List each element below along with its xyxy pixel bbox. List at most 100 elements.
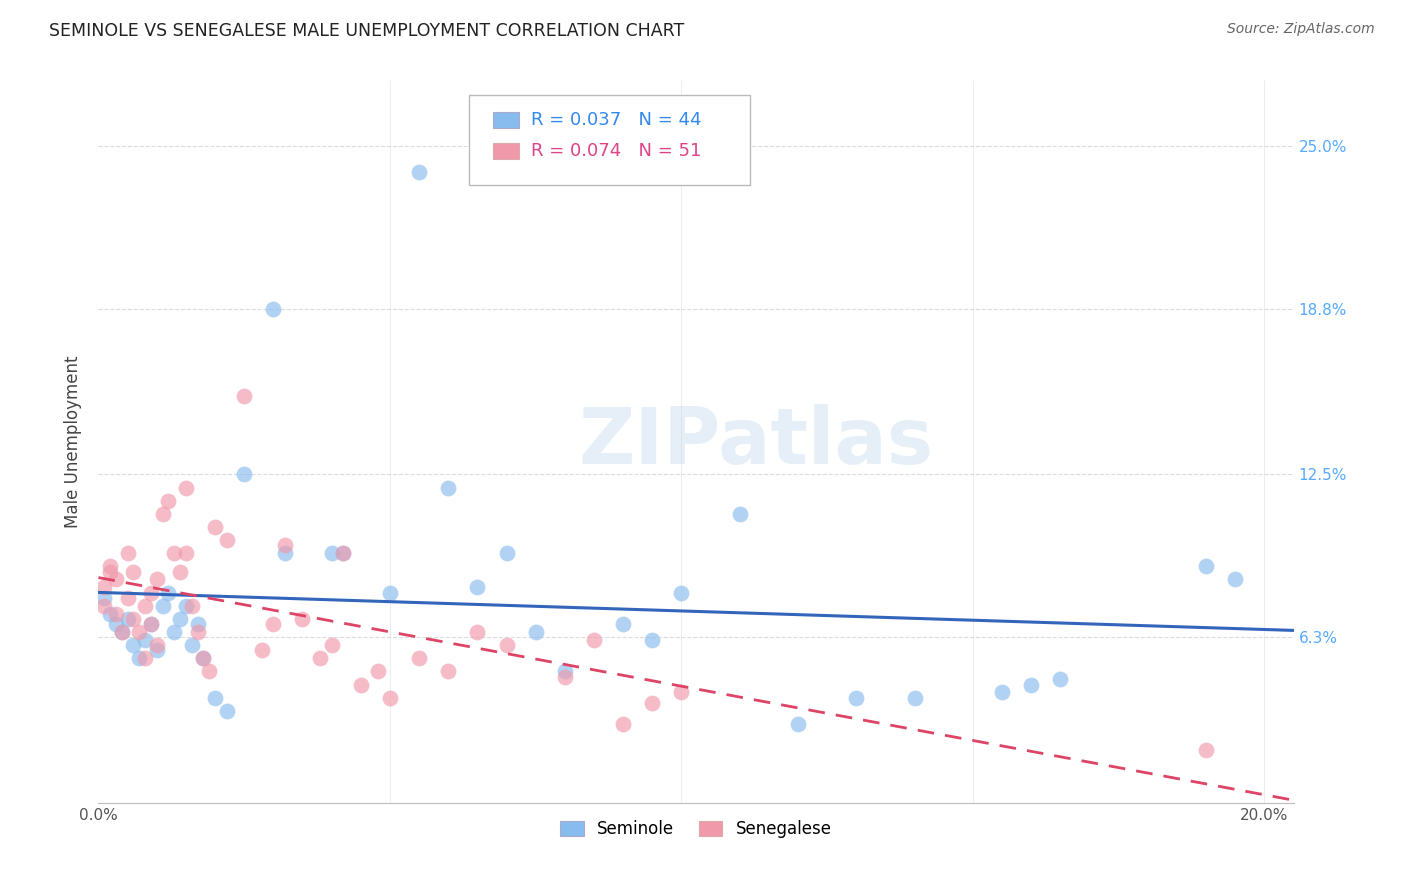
Point (641, 632, 664, 647)
Point (495, 638, 517, 652)
Point (612, 617, 634, 632)
Point (274, 546, 297, 560)
Point (204, 520, 226, 534)
Point (274, 538, 297, 552)
FancyBboxPatch shape (470, 95, 749, 185)
Point (93, 591, 115, 605)
FancyBboxPatch shape (494, 112, 519, 128)
Point (554, 665, 576, 679)
Point (467, 625, 489, 640)
Point (845, 690, 868, 705)
Point (367, 665, 389, 679)
Point (495, 546, 517, 560)
Y-axis label: Male Unemployment: Male Unemployment (65, 355, 83, 528)
Point (186, 625, 208, 640)
Point (139, 617, 162, 632)
Point (111, 625, 134, 640)
Point (157, 493, 180, 508)
Point (117, 546, 139, 560)
Point (612, 717, 634, 731)
Point (180, 638, 202, 652)
Point (134, 651, 156, 665)
Point (174, 599, 197, 613)
Point (641, 696, 664, 710)
Point (163, 625, 186, 640)
Point (671, 585, 693, 599)
Point (332, 546, 354, 560)
Point (139, 585, 162, 599)
Point (1049, 673, 1071, 687)
Point (215, 704, 238, 718)
Point (262, 617, 284, 632)
Text: R = 0.074   N = 51: R = 0.074 N = 51 (531, 142, 702, 160)
Point (104, 607, 127, 621)
Point (104, 573, 127, 587)
Point (332, 546, 354, 560)
Point (180, 599, 202, 613)
Point (98, 565, 121, 579)
Text: SEMINOLE VS SENEGALESE MALE UNEMPLOYMENT CORRELATION CHART: SEMINOLE VS SENEGALESE MALE UNEMPLOYMENT… (49, 22, 685, 40)
Point (152, 599, 174, 613)
Text: ZIPatlas: ZIPatlas (578, 403, 934, 480)
Point (350, 677, 373, 691)
Point (117, 612, 139, 626)
Point (437, 665, 460, 679)
Point (145, 638, 167, 652)
Point (408, 165, 430, 179)
Point (174, 481, 197, 495)
Point (467, 580, 489, 594)
Point (309, 651, 332, 665)
Point (378, 585, 401, 599)
Point (93, 599, 115, 613)
Point (582, 632, 605, 647)
Point (98, 559, 121, 574)
Point (174, 546, 197, 560)
Point (787, 717, 810, 731)
Point (128, 625, 150, 640)
Point (128, 651, 150, 665)
Point (145, 573, 167, 587)
Point (117, 591, 139, 605)
Point (193, 651, 215, 665)
FancyBboxPatch shape (494, 143, 519, 159)
Point (198, 665, 221, 679)
Point (250, 643, 273, 657)
Point (1225, 573, 1247, 587)
Text: R = 0.037   N = 44: R = 0.037 N = 44 (531, 111, 702, 129)
Point (991, 685, 1014, 699)
Point (139, 617, 162, 632)
Point (233, 388, 256, 402)
Point (98, 607, 121, 621)
Point (1195, 559, 1218, 574)
Point (215, 533, 238, 547)
Point (93, 580, 115, 594)
Point (152, 507, 174, 521)
Point (671, 685, 693, 699)
Point (193, 651, 215, 665)
Point (437, 481, 460, 495)
Point (169, 565, 191, 579)
Point (321, 638, 343, 652)
Point (903, 690, 925, 705)
Point (291, 612, 314, 626)
Legend: Seminole, Senegalese: Seminole, Senegalese (554, 814, 838, 845)
Text: Source: ZipAtlas.com: Source: ZipAtlas.com (1227, 22, 1375, 37)
Point (1019, 677, 1042, 691)
Point (1195, 743, 1218, 757)
Point (104, 617, 127, 632)
Point (728, 507, 751, 521)
Point (157, 585, 180, 599)
Point (145, 643, 167, 657)
Point (554, 670, 576, 684)
Point (233, 467, 256, 482)
Point (122, 565, 145, 579)
Point (134, 632, 156, 647)
Point (111, 625, 134, 640)
Point (169, 612, 191, 626)
Point (262, 301, 284, 316)
Point (204, 690, 226, 705)
Point (122, 638, 145, 652)
Point (524, 625, 547, 640)
Point (186, 617, 208, 632)
Point (408, 651, 430, 665)
